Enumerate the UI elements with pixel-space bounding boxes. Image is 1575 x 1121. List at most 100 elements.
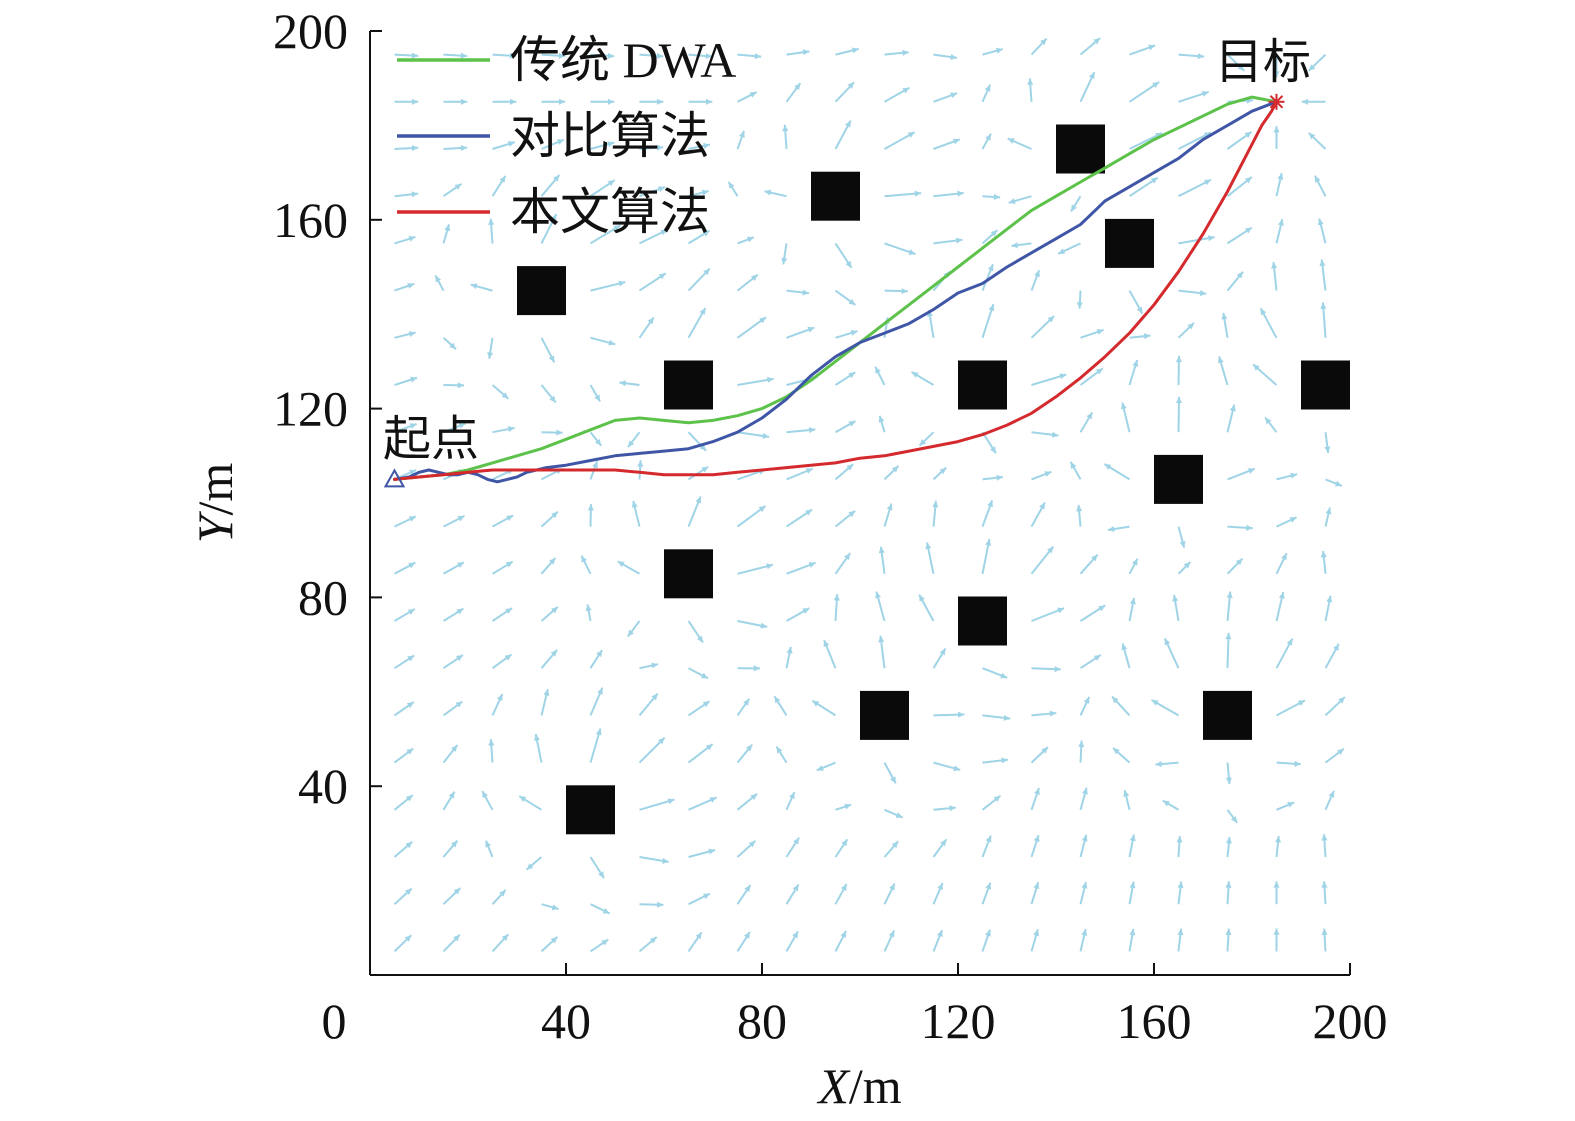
field-arrow bbox=[727, 181, 739, 197]
obstacle bbox=[664, 549, 713, 599]
start-marker bbox=[383, 468, 406, 488]
field-arrow bbox=[393, 934, 412, 953]
field-arrow bbox=[1162, 799, 1180, 811]
field-arrow bbox=[981, 84, 992, 103]
field-arrow bbox=[540, 649, 558, 669]
field-arrow bbox=[1308, 132, 1327, 150]
field-arrow bbox=[393, 794, 414, 811]
field-arrow bbox=[488, 218, 495, 244]
field-arrow bbox=[1252, 363, 1278, 386]
field-arrow bbox=[835, 420, 856, 434]
field-arrow bbox=[1079, 367, 1104, 386]
field-arrow bbox=[1027, 78, 1034, 102]
field-arrow bbox=[736, 505, 767, 528]
field-arrow bbox=[981, 229, 999, 245]
y-axis-title: Y/m bbox=[187, 463, 243, 544]
field-arrow bbox=[1225, 762, 1232, 785]
field-arrow bbox=[1031, 373, 1067, 386]
field-arrow bbox=[933, 92, 958, 103]
field-arrow bbox=[1320, 302, 1327, 338]
field-arrow bbox=[883, 840, 899, 858]
field-arrow bbox=[884, 190, 922, 198]
field-arrow bbox=[617, 560, 640, 575]
x-tick-label: 120 bbox=[921, 993, 996, 1049]
field-arrow bbox=[590, 98, 615, 105]
goal-marker bbox=[1268, 93, 1285, 110]
field-arrow bbox=[816, 761, 836, 772]
field-arrow bbox=[1227, 467, 1256, 481]
field-arrow bbox=[884, 242, 916, 256]
field-arrow bbox=[442, 654, 464, 670]
field-arrow bbox=[1276, 699, 1306, 717]
field-arrow bbox=[1226, 226, 1253, 245]
field-arrow bbox=[982, 193, 1001, 200]
field-arrow bbox=[491, 653, 513, 670]
field-arrow bbox=[834, 552, 852, 575]
field-arrow bbox=[540, 606, 559, 622]
field-arrow bbox=[687, 267, 711, 292]
field-arrow bbox=[688, 98, 713, 105]
field-arrow bbox=[394, 282, 415, 292]
field-arrow bbox=[487, 337, 494, 359]
field-arrow bbox=[736, 316, 767, 339]
field-arrow bbox=[1128, 834, 1136, 858]
field-arrow bbox=[443, 382, 465, 389]
field-arrow bbox=[1227, 524, 1253, 531]
field-arrow bbox=[933, 761, 961, 772]
annotations: 起点 目标 bbox=[383, 36, 1311, 488]
field-arrow bbox=[883, 883, 896, 905]
field-arrow bbox=[737, 53, 762, 60]
field-arrow bbox=[1324, 696, 1346, 717]
field-arrow bbox=[1030, 502, 1046, 528]
field-arrow bbox=[736, 792, 758, 811]
field-arrow bbox=[518, 795, 543, 811]
field-arrow bbox=[394, 422, 417, 434]
field-arrow bbox=[540, 557, 557, 575]
field-arrow bbox=[1057, 242, 1081, 255]
field-arrow bbox=[394, 376, 418, 386]
field-arrow bbox=[443, 52, 468, 59]
field-arrow bbox=[442, 744, 459, 764]
field-arrow bbox=[589, 431, 602, 447]
x-tick-label: 200 bbox=[1313, 993, 1388, 1049]
field-arrow bbox=[785, 837, 800, 858]
y-tick-label: 80 bbox=[298, 569, 348, 625]
field-arrow bbox=[394, 52, 419, 59]
obstacle bbox=[811, 171, 860, 221]
field-arrow bbox=[834, 838, 849, 858]
field-arrow bbox=[491, 607, 513, 622]
field-arrow bbox=[492, 98, 517, 105]
field-arrow bbox=[786, 467, 814, 481]
field-arrow bbox=[627, 431, 641, 448]
field-arrow bbox=[687, 743, 714, 764]
field-arrow bbox=[1079, 411, 1094, 433]
field-arrow bbox=[933, 711, 965, 718]
field-arrow bbox=[1321, 834, 1328, 858]
start-label: 起点 bbox=[383, 413, 479, 466]
field-arrow bbox=[484, 840, 494, 858]
field-arrow bbox=[1225, 881, 1232, 905]
legend-label-3: 本文算法 bbox=[510, 184, 710, 240]
field-arrow bbox=[1259, 307, 1278, 339]
field-arrow bbox=[786, 561, 816, 575]
field-arrow bbox=[1030, 929, 1040, 952]
field-arrow bbox=[491, 560, 514, 575]
field-arrow bbox=[736, 931, 751, 952]
field-arrow bbox=[1031, 431, 1059, 438]
field-arrow bbox=[1276, 801, 1295, 811]
field-arrow bbox=[736, 698, 751, 716]
field-arrow bbox=[1079, 604, 1106, 622]
field-arrow bbox=[982, 474, 1004, 481]
series-line-3 bbox=[393, 100, 1278, 481]
field-arrow bbox=[773, 695, 788, 716]
field-arrow bbox=[737, 236, 755, 245]
field-arrow bbox=[981, 303, 995, 339]
obstacle bbox=[664, 360, 713, 410]
field-arrow bbox=[491, 384, 510, 400]
field-arrow bbox=[1030, 881, 1040, 905]
field-arrow bbox=[492, 141, 516, 150]
field-arrow bbox=[637, 460, 644, 480]
field-arrow bbox=[687, 431, 707, 452]
field-arrow bbox=[1031, 666, 1061, 673]
